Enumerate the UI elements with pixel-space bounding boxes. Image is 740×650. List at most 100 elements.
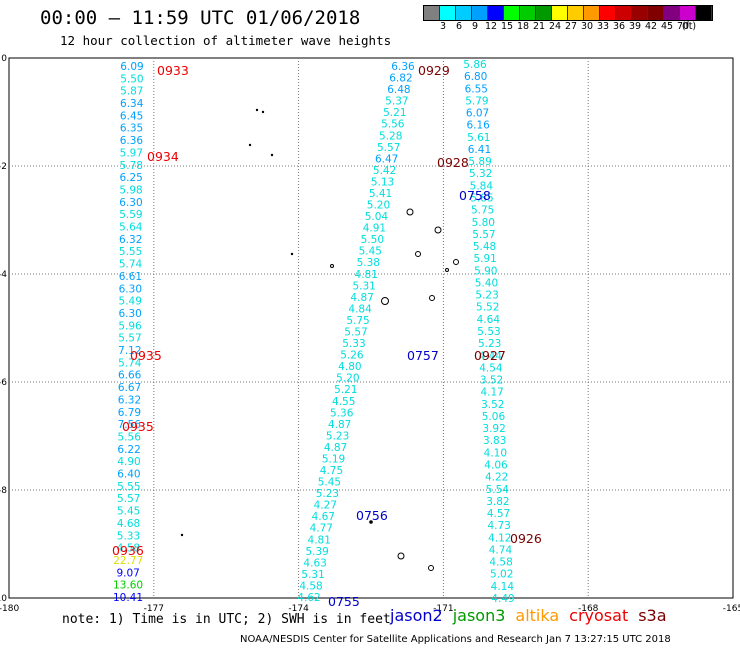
wave-height-value: 4.22 [485, 472, 508, 484]
wave-height-value: 5.49 [119, 296, 142, 308]
map-title: 00:00 – 11:59 UTC 01/06/2018 [40, 7, 361, 29]
wave-height-value: 6.16 [466, 120, 490, 132]
wave-height-value: 5.85 [470, 193, 493, 205]
wave-height-value: 4.27 [314, 500, 337, 512]
wave-height-value: 13.60 [113, 580, 143, 592]
y-tick-label: -8 [0, 486, 7, 496]
map-subtitle: 12 hour collection of altimeter wave hei… [60, 33, 392, 48]
wave-height-value: 5.28 [379, 130, 402, 142]
wave-height-value: 5.89 [468, 156, 491, 168]
wave-height-value: 5.04 [365, 211, 389, 223]
island [429, 295, 435, 301]
wave-height-value: 5.23 [475, 290, 498, 302]
wave-height-value: 4.77 [310, 523, 333, 535]
wave-height-value: 5.40 [475, 277, 498, 289]
wave-height-value: 3.52 [481, 399, 504, 411]
color-scale-label: 9 [471, 21, 479, 32]
wave-height-value: 5.06 [482, 411, 506, 423]
island [270, 153, 274, 157]
color-swatch [600, 6, 616, 20]
wave-height-value: 5.21 [383, 107, 406, 119]
wave-height-value: 4.87 [328, 419, 351, 431]
wave-height-value: 6.80 [464, 71, 487, 83]
color-swatch [648, 6, 664, 20]
wave-height-value: 5.02 [490, 569, 513, 581]
wave-height-value: 5.59 [119, 209, 142, 221]
pass-time-label: 0935 [122, 419, 154, 434]
satellite-legend-jason3: jason3 [452, 606, 506, 625]
wave-height-value: 5.78 [120, 160, 143, 172]
wave-height-value: 5.48 [473, 241, 496, 253]
wave-height-value: 22.77 [113, 555, 143, 567]
color-scale-label: 3 [439, 21, 447, 32]
pass-time-label: 0928 [437, 155, 469, 170]
wave-height-value: 4.55 [332, 396, 355, 408]
wave-height-value: 5.36 [330, 407, 354, 419]
wave-height-value: 5.75 [471, 205, 494, 217]
wave-height-value: 7.56 [118, 419, 142, 431]
wave-height-value: 5.90 [474, 265, 497, 277]
wave-height-value: 4.73 [487, 520, 510, 532]
wave-height-value: 6.55 [465, 83, 488, 95]
wave-height-value: 4.64 [477, 314, 501, 326]
wave-height-value: 6.32 [119, 234, 142, 246]
wave-height-value: 6.34 [120, 98, 144, 110]
color-swatch [504, 6, 520, 20]
wave-height-value: 5.57 [472, 229, 495, 241]
wave-height-value: 5.61 [467, 132, 490, 144]
wave-height-value: 5.87 [120, 86, 143, 98]
color-swatch [552, 6, 568, 20]
wave-height-value: 5.53 [477, 326, 500, 338]
wave-height-value: 7.12 [118, 345, 141, 357]
wave-height-value: 5.57 [118, 333, 141, 345]
wave-height-value: 5.33 [117, 530, 140, 542]
wave-height-value: 6.25 [119, 172, 142, 184]
color-scale-label: 15 [500, 21, 514, 32]
wave-height-value: 4.67 [312, 511, 335, 523]
color-swatch [488, 6, 504, 20]
wave-height-value: 5.38 [357, 257, 380, 269]
wave-height-value: 5.33 [342, 338, 365, 350]
y-tick-label: -2 [0, 162, 7, 172]
wave-height-value: 4.62 [297, 592, 320, 604]
wave-height-value: 5.56 [118, 431, 142, 443]
wave-height-value: 5.56 [381, 119, 405, 131]
wave-height-value: 6.61 [119, 271, 142, 283]
island [330, 264, 334, 268]
wave-height-value: 10.41 [113, 592, 143, 604]
wave-height-value: 5.97 [120, 147, 143, 159]
color-swatch [632, 6, 648, 20]
color-scale-label: (ft) [681, 21, 697, 32]
satellite-legend-s3a: s3a [638, 606, 667, 625]
color-swatch [584, 6, 600, 20]
wave-height-value: 3.82 [486, 496, 509, 508]
island [290, 252, 294, 256]
color-scale-label: 6 [455, 21, 463, 32]
wave-height-value: 4.84 [348, 303, 372, 315]
satellite-legend-altika: altika [515, 606, 560, 625]
wave-height-value: 4.58 [489, 557, 512, 569]
color-scale-label: 18 [516, 21, 530, 32]
wave-height-value: 5.21 [334, 384, 357, 396]
island [434, 226, 442, 234]
wave-height-value: 4.44 [479, 350, 503, 362]
color-scale-label: 30 [580, 21, 594, 32]
color-scale-label: 21 [532, 21, 546, 32]
island [255, 108, 259, 112]
y-tick-label: -10 [0, 594, 7, 604]
wave-height-value: 6.07 [466, 108, 489, 120]
wave-height-value: 4.80 [338, 361, 361, 373]
y-tick-label: -4 [0, 270, 7, 280]
wave-height-value: 5.86 [463, 59, 487, 71]
wave-height-value: 4.12 [488, 532, 511, 544]
color-scale-label: 24 [548, 21, 562, 32]
island [445, 268, 449, 272]
wave-height-value: 5.26 [340, 350, 364, 362]
island [261, 110, 265, 114]
wave-height-value: 5.45 [318, 477, 341, 489]
wave-height-value: 4.49 [491, 593, 514, 605]
y-tick-label: 0 [1, 54, 7, 64]
wave-height-value: 3.83 [483, 435, 506, 447]
wave-height-value: 5.55 [119, 246, 142, 258]
